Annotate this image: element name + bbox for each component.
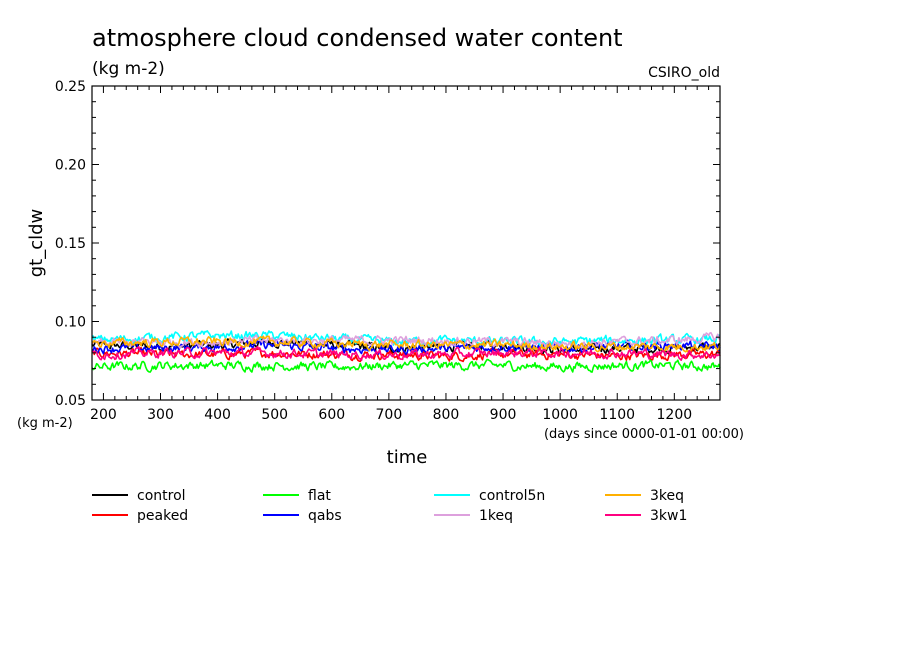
legend-label-flat: flat	[308, 488, 331, 504]
series-line-3kw1	[91, 345, 721, 362]
y-tick-label: 0.15	[55, 236, 86, 252]
x-tick-label: 500	[261, 407, 288, 423]
legend: control flat control5n 3keq peaked qabs 1keq 3k…	[92, 488, 687, 524]
series-line-flat	[91, 358, 721, 373]
chart-subtitle-units: (kg m-2)	[92, 59, 165, 79]
series-line-3keq	[91, 335, 721, 353]
y-units-label: (kg m-2)	[17, 416, 73, 431]
plot-area: 200 300 400 500 600 700 800 900 1000 1100 1200 0.05…	[55, 79, 721, 423]
x-tick-label: 200	[90, 407, 117, 423]
chart-title: atmosphere cloud condensed water content	[92, 24, 623, 52]
x-tick-label: 800	[433, 407, 460, 423]
series-line-1keq	[91, 331, 721, 349]
y-tick-label: 0.05	[55, 393, 86, 409]
x-units-label: (days since 0000-01-01 00:00)	[544, 427, 744, 442]
x-axis-label: time	[387, 447, 428, 468]
x-tick-label: 900	[490, 407, 517, 423]
legend-label-1keq: 1keq	[479, 508, 513, 524]
x-tick-label: 1200	[657, 407, 693, 423]
model-label: CSIRO_old	[648, 65, 720, 81]
legend-label-peaked: peaked	[137, 508, 188, 524]
legend-label-control5n: control5n	[479, 488, 545, 504]
x-tick-label: 1000	[542, 407, 578, 423]
y-tick-label: 0.25	[55, 79, 86, 95]
x-tick-label: 1100	[599, 407, 635, 423]
y-axis-label: gt_cldw	[26, 209, 47, 278]
x-tick-label: 300	[147, 407, 174, 423]
legend-label-qabs: qabs	[308, 508, 342, 524]
legend-label-control: control	[137, 488, 186, 504]
legend-label-3keq: 3keq	[650, 488, 684, 504]
x-tick-label: 700	[376, 407, 403, 423]
x-tick-label: 600	[318, 407, 345, 423]
y-tick-label: 0.20	[55, 158, 86, 174]
x-tick-label: 400	[204, 407, 231, 423]
legend-label-3kw1: 3kw1	[650, 508, 687, 524]
y-tick-label: 0.10	[55, 315, 86, 331]
